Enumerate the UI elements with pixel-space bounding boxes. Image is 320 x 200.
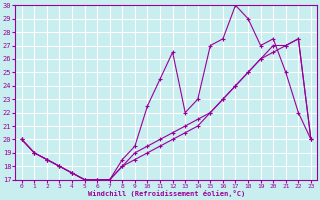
X-axis label: Windchill (Refroidissement éolien,°C): Windchill (Refroidissement éolien,°C) xyxy=(88,190,245,197)
